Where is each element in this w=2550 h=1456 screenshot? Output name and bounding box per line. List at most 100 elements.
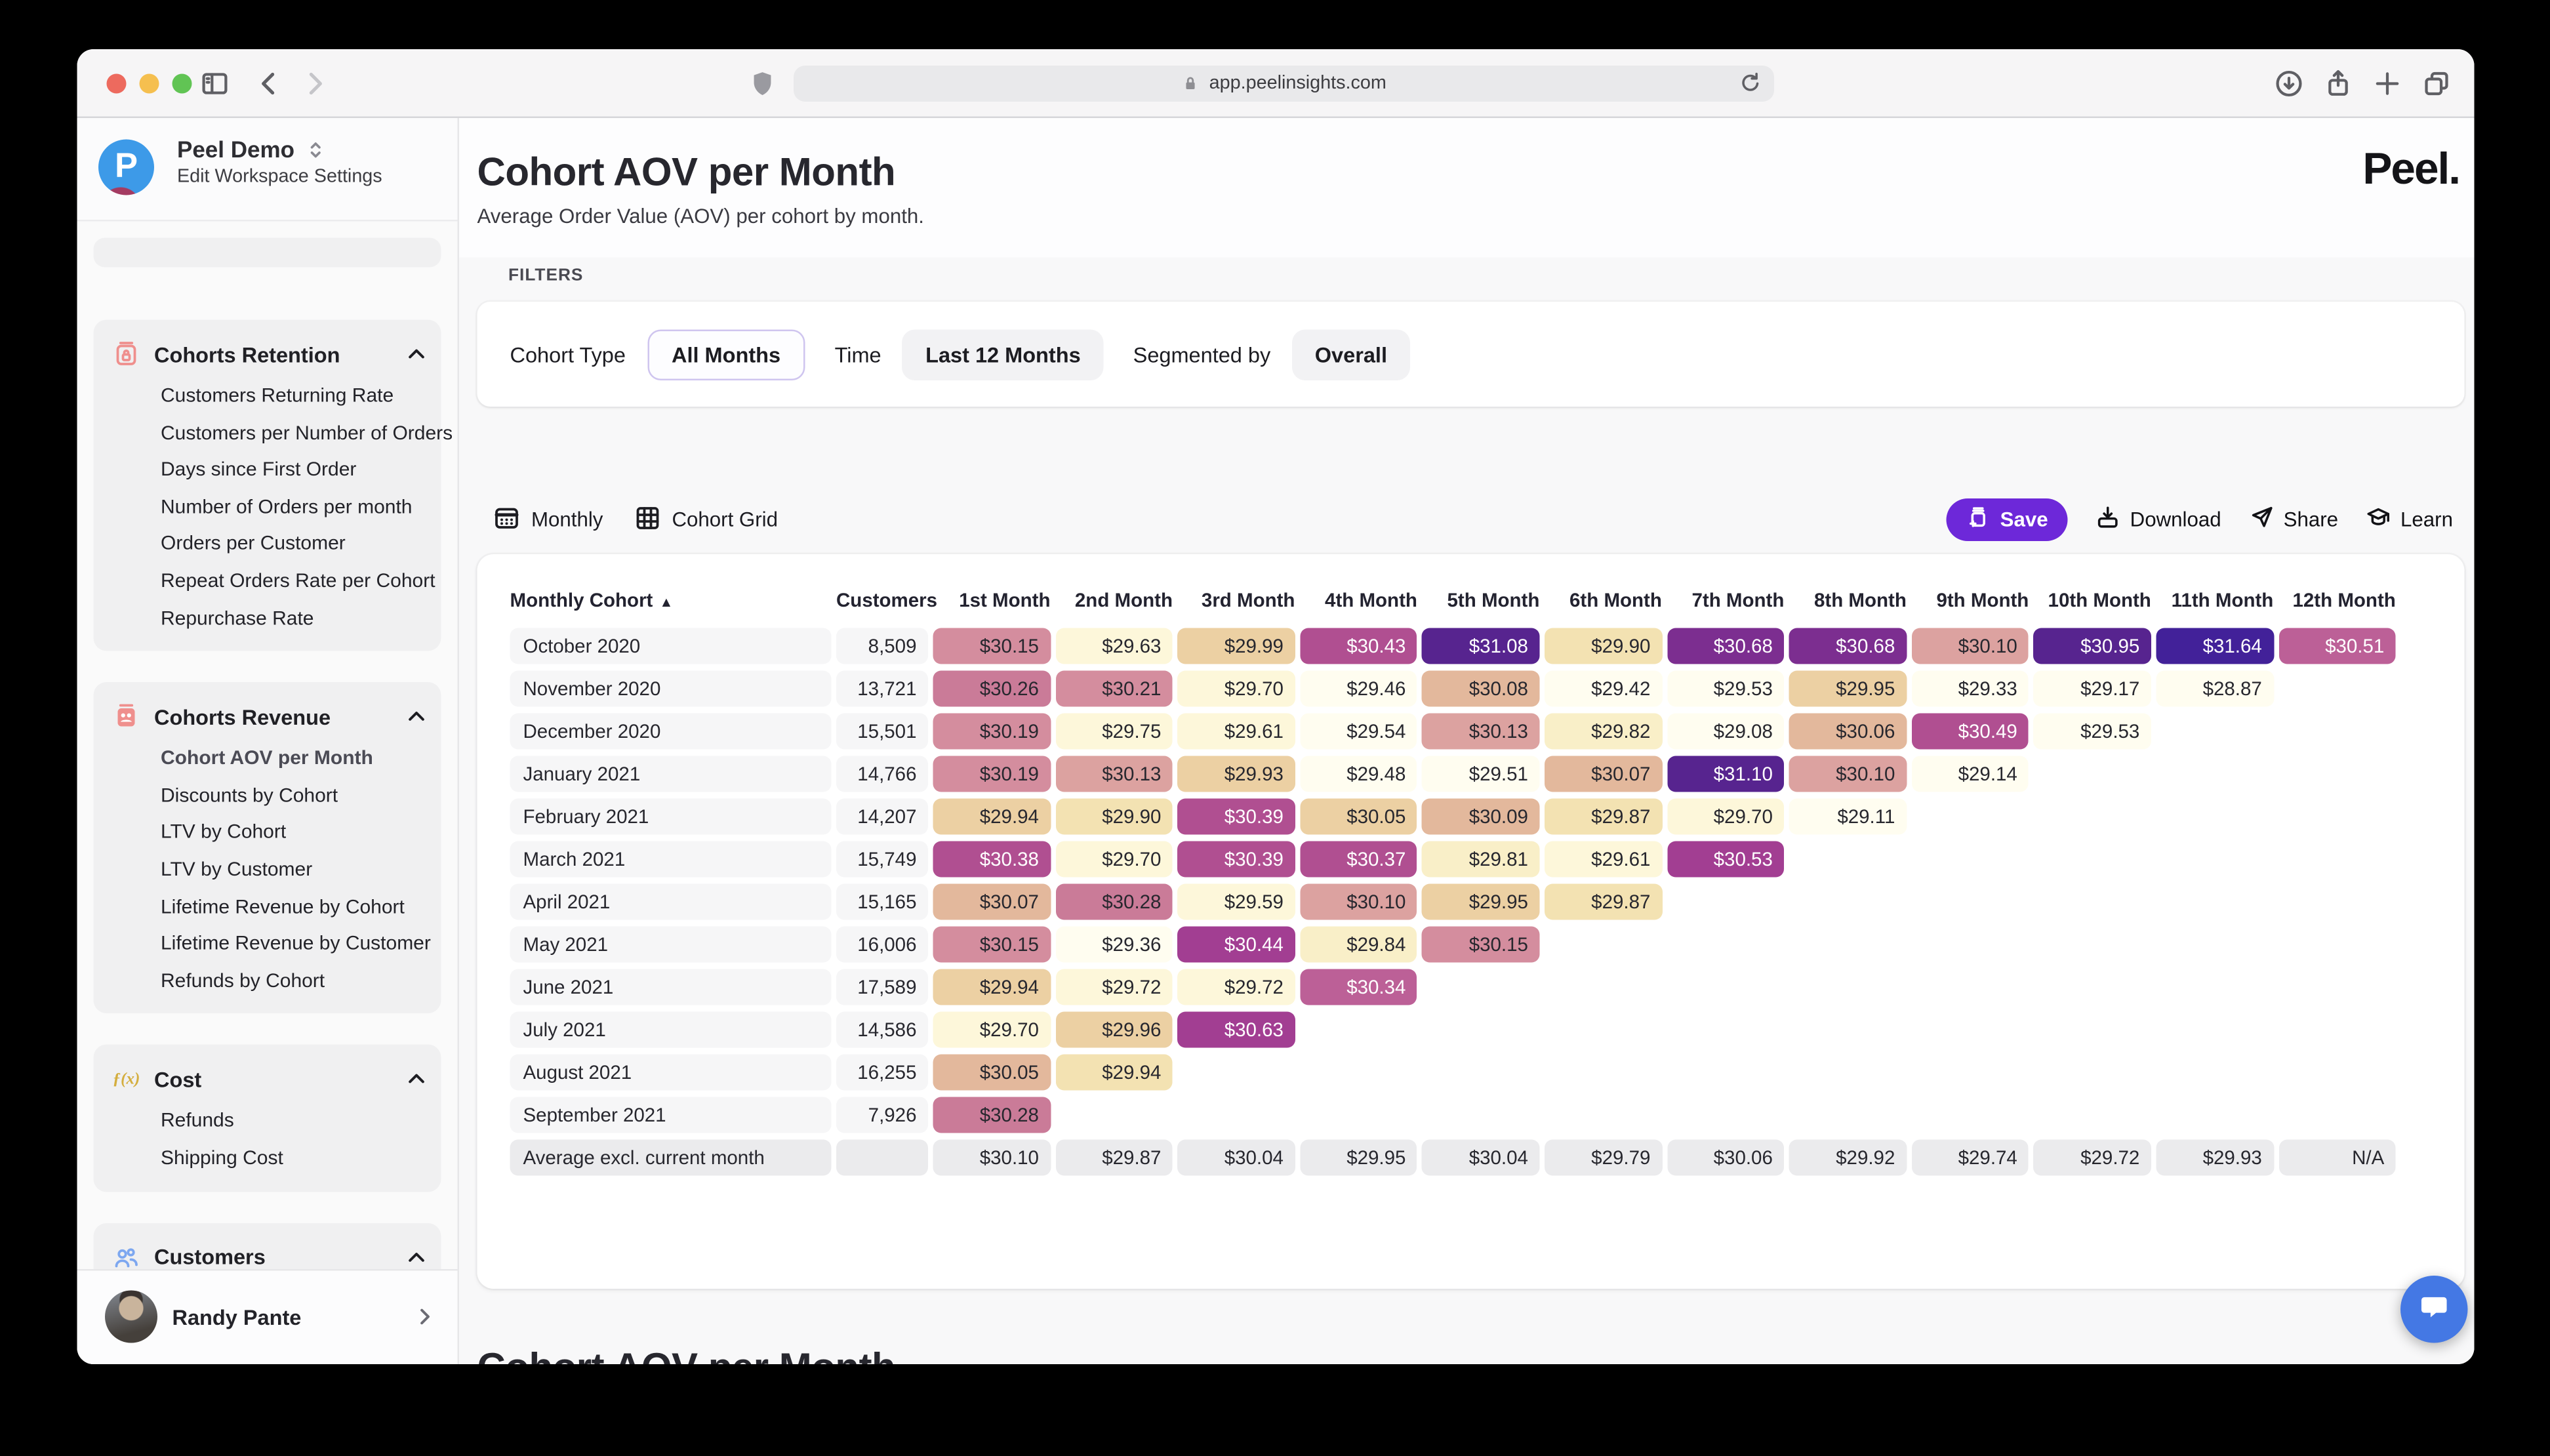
cohort-label: April 2021 xyxy=(510,883,832,920)
cohort-label: October 2020 xyxy=(510,628,832,664)
aov-cell: $29.95 xyxy=(1789,670,1907,707)
section-header[interactable]: ƒ(x) Cost xyxy=(113,1061,428,1097)
column-header-10th-month[interactable]: 10th Month xyxy=(2048,588,2151,612)
aov-cell: $29.84 xyxy=(1299,926,1417,963)
empty-cell xyxy=(2278,841,2396,878)
empty-cell xyxy=(2156,714,2273,750)
empty-cell xyxy=(1911,1055,2029,1091)
close-window-button[interactable] xyxy=(106,73,127,94)
filter-chip-segmented-by[interactable]: Overall xyxy=(1291,329,1410,380)
empty-cell xyxy=(2034,756,2151,792)
average-cell: $29.74 xyxy=(1911,1139,2029,1176)
address-bar[interactable]: app.peelinsights.com xyxy=(794,66,1774,102)
aov-cell: $30.28 xyxy=(1055,883,1173,920)
chevron-up-icon[interactable] xyxy=(405,1068,428,1091)
sidebar-item-cohort-aov-per-month[interactable]: Cohort AOV per Month xyxy=(161,746,373,769)
cohort-row-july-2021: July 2021 14,586 $29.70 $29.96 $30.63 xyxy=(510,1011,2465,1048)
aov-cell: $30.10 xyxy=(1299,883,1417,920)
aov-cell: $29.54 xyxy=(1299,713,1417,750)
aov-cell: $30.26 xyxy=(933,670,1051,707)
aov-cell: $30.63 xyxy=(1177,1011,1295,1048)
sidebar-item-ltv-by-customer[interactable]: LTV by Customer xyxy=(161,857,313,881)
sidebar-item-refunds-by-cohort[interactable]: Refunds by Cohort xyxy=(161,968,325,992)
save-button[interactable]: Save xyxy=(1946,498,2068,541)
new-tab-icon[interactable] xyxy=(2373,69,2402,98)
section-header[interactable]: Cohorts Revenue xyxy=(113,698,428,735)
app-frame: P Peel Demo Edit Workspace Settings Coho… xyxy=(77,118,2475,1364)
customers-value: 13,721 xyxy=(836,670,928,707)
column-header-12th-month[interactable]: 12th Month xyxy=(2292,588,2396,612)
aov-cell: $29.82 xyxy=(1544,713,1662,750)
sidebar-item-repeat-orders-rate-per-cohort[interactable]: Repeat Orders Rate per Cohort xyxy=(161,569,435,592)
aov-cell: $29.95 xyxy=(1422,883,1540,920)
cohort-label: November 2020 xyxy=(510,670,832,707)
sidebar-item-refunds[interactable]: Refunds xyxy=(161,1108,234,1132)
aov-cell: $29.63 xyxy=(1055,628,1173,664)
view-cohort-grid[interactable]: Cohort Grid xyxy=(634,504,778,536)
chevron-up-icon[interactable] xyxy=(405,1245,428,1268)
sidebar-item-ltv-by-cohort[interactable]: LTV by Cohort xyxy=(161,820,287,843)
sidebar-toggle-icon[interactable] xyxy=(200,69,230,98)
tab-overview-icon[interactable] xyxy=(2422,69,2452,98)
empty-cell xyxy=(1300,1012,1417,1048)
column-header-9th-month[interactable]: 9th Month xyxy=(1936,588,2029,612)
sidebar-item-customers-per-number-of-orders[interactable]: Customers per Number of Orders xyxy=(161,420,453,444)
column-header-1st-month[interactable]: 1st Month xyxy=(959,588,1051,612)
sidebar-item-number-of-orders-per-month[interactable]: Number of Orders per month xyxy=(161,495,413,518)
column-header-8th-month[interactable]: 8th Month xyxy=(1813,588,1907,612)
average-cell: $29.87 xyxy=(1055,1139,1173,1176)
chevron-up-icon[interactable] xyxy=(405,705,428,728)
workspace-settings-link[interactable]: Edit Workspace Settings xyxy=(177,167,382,187)
share-page-icon[interactable] xyxy=(2324,69,2353,98)
view-monthly[interactable]: Monthly xyxy=(494,504,603,536)
forward-icon[interactable] xyxy=(300,69,330,98)
page-subtitle: Average Order Value (AOV) per cohort by … xyxy=(477,205,924,228)
view-switcher: Monthly Cohort Grid xyxy=(494,504,778,536)
aov-cell: $29.11 xyxy=(1789,798,1907,835)
sidebar-item-days-since-first-order[interactable]: Days since First Order xyxy=(161,457,357,481)
back-icon[interactable] xyxy=(254,69,284,98)
chat-launcher-button[interactable] xyxy=(2400,1276,2468,1343)
filter-chip-cohort-type[interactable]: All Months xyxy=(647,329,805,380)
download-button[interactable]: Download xyxy=(2095,505,2221,535)
column-header-customers[interactable]: Customers xyxy=(836,588,938,612)
aov-cell: $29.70 xyxy=(933,1011,1051,1048)
workspace-switcher[interactable]: Peel Demo xyxy=(177,136,325,163)
column-header-2nd-month[interactable]: 2nd Month xyxy=(1074,588,1173,612)
sidebar-item-discounts-by-cohort[interactable]: Discounts by Cohort xyxy=(161,783,338,807)
aov-cell: $29.61 xyxy=(1544,841,1662,878)
sidebar-item-repurchase-rate[interactable]: Repurchase Rate xyxy=(161,605,314,629)
privacy-shield-icon[interactable] xyxy=(748,69,777,98)
column-header-monthly-cohort[interactable]: Monthly Cohort ▲ xyxy=(510,588,674,612)
empty-cell xyxy=(1545,1055,1662,1091)
section-header[interactable]: Customers xyxy=(113,1239,428,1275)
zoom-window-button[interactable] xyxy=(172,73,192,94)
sidebar-item-orders-per-customer[interactable]: Orders per Customer xyxy=(161,531,346,555)
learn-button[interactable]: Learn xyxy=(2366,505,2453,535)
reload-icon[interactable] xyxy=(1738,71,1763,96)
column-header-5th-month[interactable]: 5th Month xyxy=(1447,588,1540,612)
column-header-4th-month[interactable]: 4th Month xyxy=(1325,588,1417,612)
column-header-11th-month[interactable]: 11th Month xyxy=(2171,588,2274,612)
user-bar[interactable]: Randy Pante xyxy=(77,1269,458,1364)
filter-label-time: Time xyxy=(834,342,881,367)
empty-cell xyxy=(2156,969,2273,1005)
sidebar-item-lifetime-revenue-by-cohort[interactable]: Lifetime Revenue by Cohort xyxy=(161,894,405,918)
average-cell: $30.10 xyxy=(933,1139,1051,1176)
filter-chip-time[interactable]: Last 12 Months xyxy=(902,329,1104,380)
column-header-6th-month[interactable]: 6th Month xyxy=(1569,588,1662,612)
sidebar-section-cost: ƒ(x) Cost Refunds Shipping Cost xyxy=(93,1045,441,1192)
sidebar-item-customers-returning-rate[interactable]: Customers Returning Rate xyxy=(161,384,394,407)
empty-cell xyxy=(1667,927,1784,963)
sidebar-item-lifetime-revenue-by-customer[interactable]: Lifetime Revenue by Customer xyxy=(161,931,431,955)
share-button[interactable]: Share xyxy=(2249,505,2338,535)
sidebar-item-shipping-cost[interactable]: Shipping Cost xyxy=(161,1146,283,1169)
minimize-window-button[interactable] xyxy=(139,73,159,94)
empty-cell xyxy=(1545,1012,1662,1048)
section-header[interactable]: Cohorts Retention xyxy=(113,336,428,373)
column-header-7th-month[interactable]: 7th Month xyxy=(1691,588,1785,612)
downloads-icon[interactable] xyxy=(2275,69,2304,98)
chevron-up-icon[interactable] xyxy=(405,343,428,366)
column-header-3rd-month[interactable]: 3rd Month xyxy=(1201,588,1295,612)
empty-cell xyxy=(2034,884,2151,920)
